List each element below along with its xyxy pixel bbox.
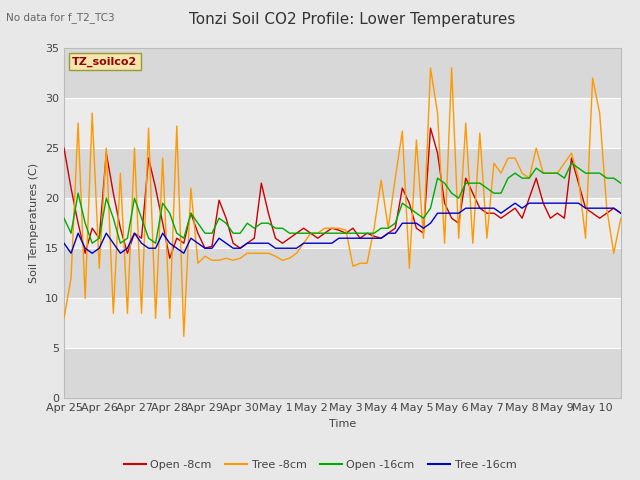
Bar (64, 348, 621, 398)
Bar (64, 98, 621, 148)
Y-axis label: Soil Temperatures (C): Soil Temperatures (C) (29, 163, 40, 283)
Text: TZ_soilco2: TZ_soilco2 (72, 57, 138, 67)
Bar (64, 198, 621, 248)
Bar (64, 48, 621, 98)
Text: No data for f_T2_TC3: No data for f_T2_TC3 (6, 12, 115, 23)
Bar (64, 248, 621, 298)
X-axis label: Time: Time (329, 419, 356, 429)
Legend: Open -8cm, Tree -8cm, Open -16cm, Tree -16cm: Open -8cm, Tree -8cm, Open -16cm, Tree -… (119, 456, 521, 474)
Text: Tonzi Soil CO2 Profile: Lower Temperatures: Tonzi Soil CO2 Profile: Lower Temperatur… (189, 12, 515, 27)
Bar (64, 298, 621, 348)
Bar (64, 148, 621, 198)
